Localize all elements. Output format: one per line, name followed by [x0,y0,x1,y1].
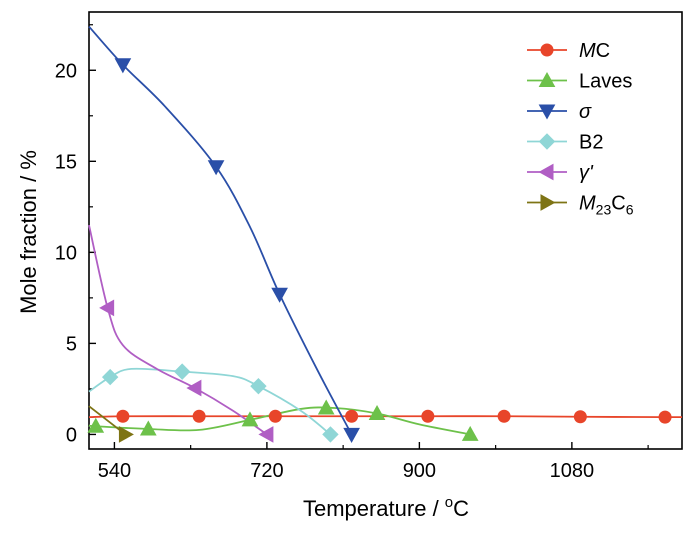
data-point [116,409,130,423]
plot-frame [88,11,683,450]
data-point [322,426,339,443]
series-line [88,367,331,436]
legend-marker [540,43,554,57]
data-point [87,417,105,433]
legend-item: B2 [527,132,603,154]
legend-marker [538,133,556,150]
data-point [118,426,134,443]
data-point [250,377,267,395]
y-axis-title: Mole fraction / % [16,150,41,314]
legend-item: MC [527,40,610,62]
legend-item: M23C6 [527,193,634,218]
x-tick-label: 540 [98,460,131,482]
data-point [139,420,157,436]
y-tick-label: 20 [55,60,77,82]
data-point [268,409,282,423]
data-point [207,160,225,176]
data-point [368,404,386,420]
data-point [271,287,288,303]
legend-label: M23C6 [579,193,634,218]
legend-item: σ [527,101,592,123]
y-tick-label: 15 [55,151,77,173]
data-point [186,379,202,397]
legend-item: Laves [527,71,632,93]
data-point [421,409,435,423]
data-point [343,427,360,443]
series-line [88,415,683,419]
legend-label: σ [579,101,592,123]
legend-label: B2 [579,132,603,154]
series-line [88,25,353,435]
legend-item: γ' [527,162,594,184]
series-line [88,224,268,436]
x-tick-label: 1080 [550,460,595,482]
legend-label: Laves [579,71,632,93]
data-point [461,425,479,441]
legend-marker [540,194,556,211]
legend-marker [538,104,556,120]
data-point [192,409,206,423]
data-point [345,409,359,423]
y-tick-label: 5 [66,333,77,355]
y-tick-label: 0 [66,424,77,446]
data-point [101,368,119,386]
legend-marker [538,71,556,87]
legend-label: γ' [579,162,594,184]
data-point [114,58,132,74]
legend-marker [538,163,554,181]
x-axis-title: Temperature / oC [303,494,469,521]
data-point [258,426,274,443]
legend-label: MC [579,40,610,62]
x-tick-label: 720 [250,460,283,482]
data-point [99,299,115,317]
legend: MC Laves σ B2 γ' M23C6 [527,40,634,218]
data-point [658,410,672,424]
x-tick-label: 900 [403,460,436,482]
data-point [317,399,335,415]
data-point [497,409,511,423]
y-tick-label: 10 [55,242,77,264]
data-point [573,410,587,424]
data-point [241,411,259,427]
data-point [173,363,191,380]
series-markers [87,58,672,443]
axes: 540 720 900 1080 0 5 10 15 20 [55,11,683,482]
